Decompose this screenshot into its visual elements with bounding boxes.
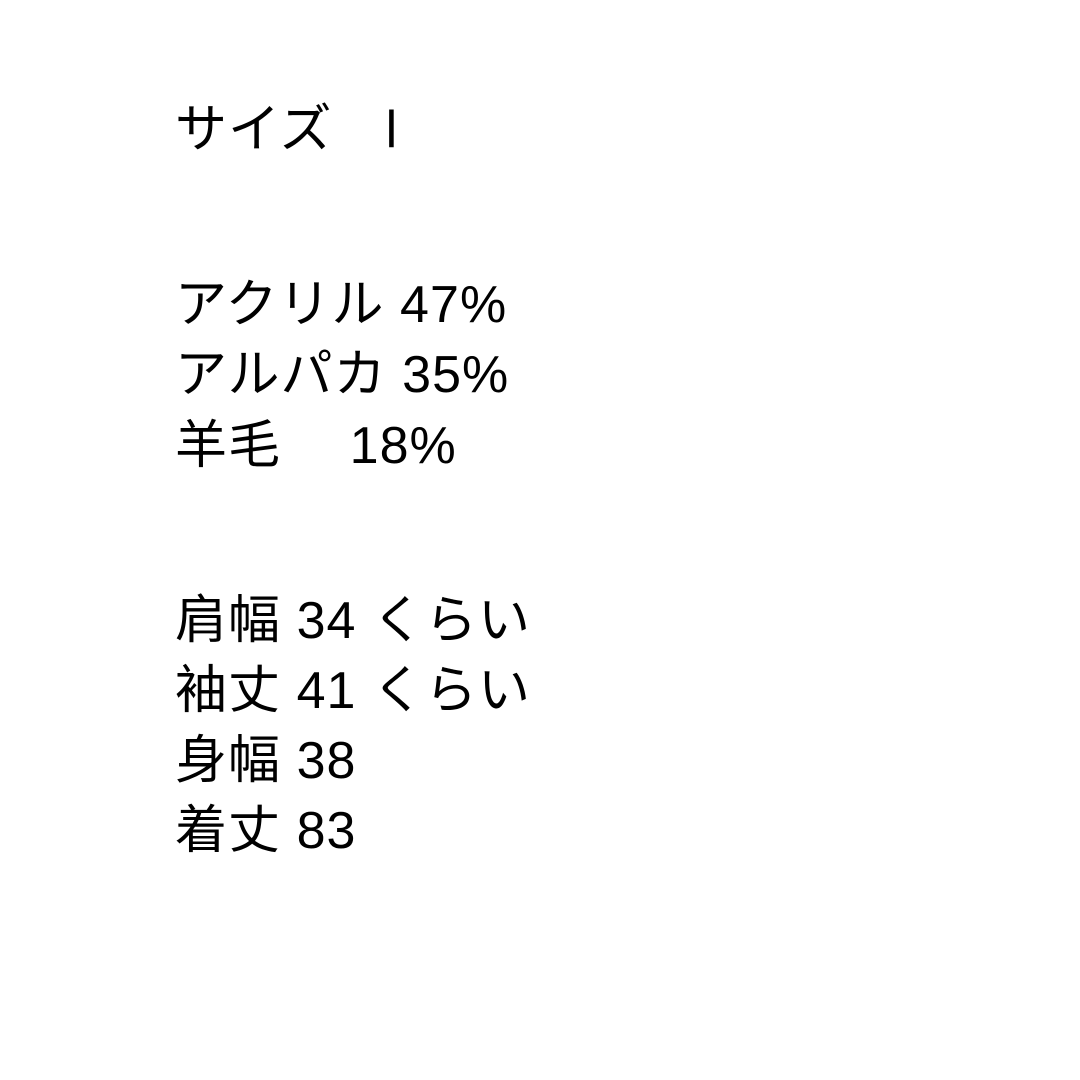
material-line-3: 羊毛 18% bbox=[175, 411, 1080, 481]
measurement-line-3: 身幅 38 bbox=[175, 726, 1080, 796]
measurements-block: 肩幅 34 くらい 袖丈 41 くらい 身幅 38 着丈 83 bbox=[175, 586, 1080, 867]
measurement-line-4: 着丈 83 bbox=[175, 796, 1080, 866]
material-line-1: アクリル 47% bbox=[175, 270, 1080, 340]
measurement-line-1: 肩幅 34 くらい bbox=[175, 586, 1080, 656]
size-block: サイズ l bbox=[175, 95, 1080, 165]
product-spec-text: サイズ l アクリル 47% アルパカ 35% 羊毛 18% 肩幅 34 くらい… bbox=[0, 0, 1080, 867]
measurement-line-2: 袖丈 41 くらい bbox=[175, 656, 1080, 726]
materials-block: アクリル 47% アルパカ 35% 羊毛 18% bbox=[175, 270, 1080, 481]
material-line-2: アルパカ 35% bbox=[175, 340, 1080, 410]
size-line: サイズ l bbox=[175, 95, 1080, 165]
